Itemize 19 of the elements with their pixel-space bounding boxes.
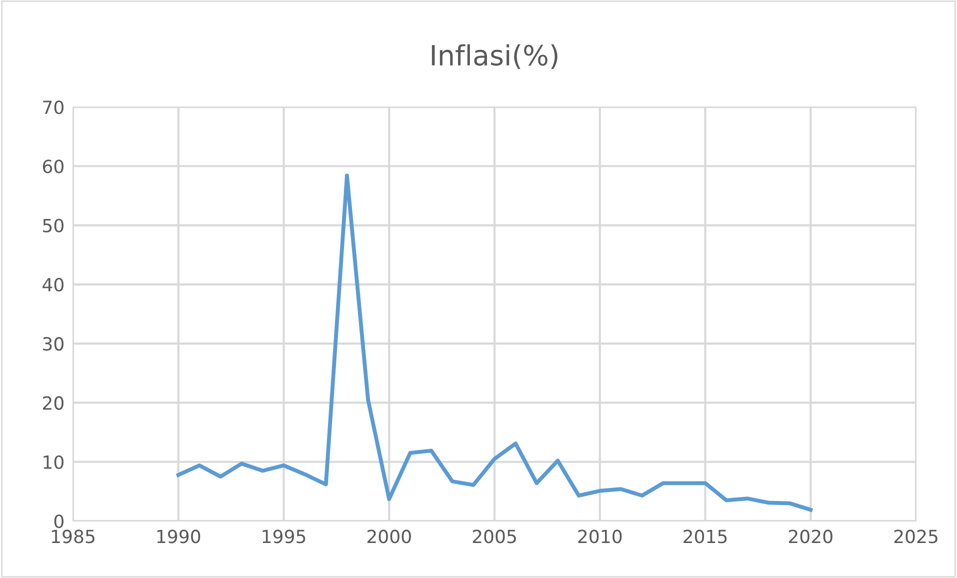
chart-title: Inflasi(%) bbox=[432, 44, 558, 69]
y-tick-label: 50 bbox=[43, 218, 64, 232]
x-tick-label: 1995 bbox=[262, 530, 306, 544]
x-tick-label: 2025 bbox=[894, 530, 938, 544]
x-tick-label: 1990 bbox=[157, 530, 200, 544]
y-tick-label: 30 bbox=[43, 337, 64, 351]
x-tick-label: 2005 bbox=[472, 530, 516, 544]
y-tick-label: 40 bbox=[42, 278, 64, 292]
y-tick-label: 60 bbox=[42, 160, 64, 174]
x-tick-label: 2015 bbox=[684, 530, 727, 544]
y-tick-label: 0 bbox=[54, 514, 64, 528]
y-tick-label: 10 bbox=[44, 455, 64, 469]
x-tick-label: 2000 bbox=[367, 530, 411, 544]
x-tick-label: 2010 bbox=[578, 530, 622, 544]
x-tick-label: 2020 bbox=[788, 530, 832, 544]
y-tick-label: 20 bbox=[43, 396, 64, 410]
x-tick-label: 1985 bbox=[52, 530, 94, 544]
y-tick-label: 70 bbox=[43, 100, 64, 114]
line-series bbox=[176, 174, 813, 512]
